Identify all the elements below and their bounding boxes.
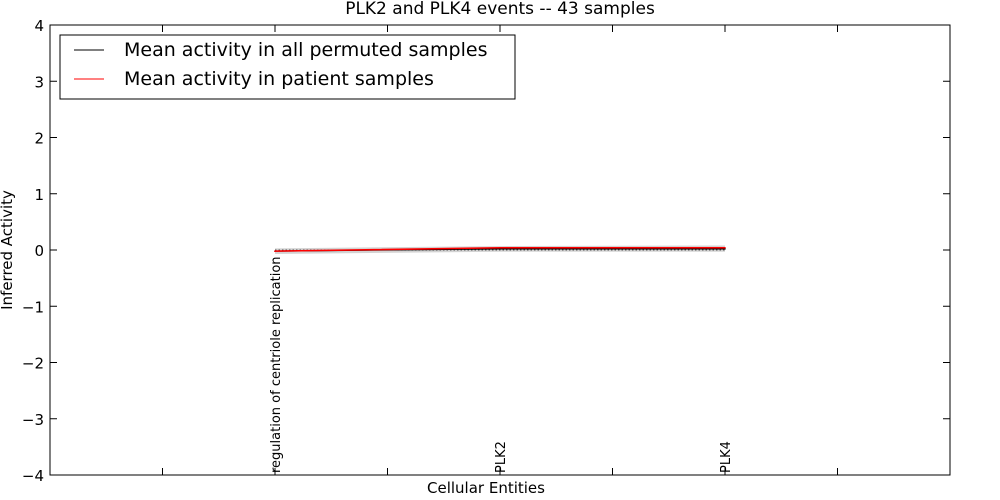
data-point-patient <box>499 246 501 249</box>
chart-title: PLK2 and PLK4 events -- 43 samples <box>345 0 655 19</box>
y-tick-label: 4 <box>34 17 44 35</box>
legend-label-permuted: Mean activity in all permuted samples <box>124 39 487 61</box>
y-tick-label: 2 <box>34 130 44 148</box>
x-category-label: PLK4 <box>719 441 734 473</box>
y-tick-label: −4 <box>22 467 44 485</box>
y-tick-label: −2 <box>22 355 44 373</box>
y-tick-label: 0 <box>34 242 44 260</box>
data-point-patient <box>274 250 276 252</box>
legend: Mean activity in all permuted samples Me… <box>59 34 516 100</box>
y-axis-label: Inferred Activity <box>0 190 16 310</box>
legend-label-patient: Mean activity in patient samples <box>124 68 434 90</box>
x-axis-label: Cellular Entities <box>427 479 545 497</box>
plot-frame <box>49 24 951 476</box>
y-tick-label: −1 <box>22 298 44 316</box>
x-category-label: regulation of centriole replication <box>269 256 284 473</box>
y-tick-label: 3 <box>34 73 44 91</box>
x-category-label: PLK2 <box>494 441 509 473</box>
y-tick-label: −3 <box>22 411 44 429</box>
y-tick-label: 1 <box>34 186 44 204</box>
data-point-patient <box>724 246 726 249</box>
legend-frame <box>59 34 516 100</box>
